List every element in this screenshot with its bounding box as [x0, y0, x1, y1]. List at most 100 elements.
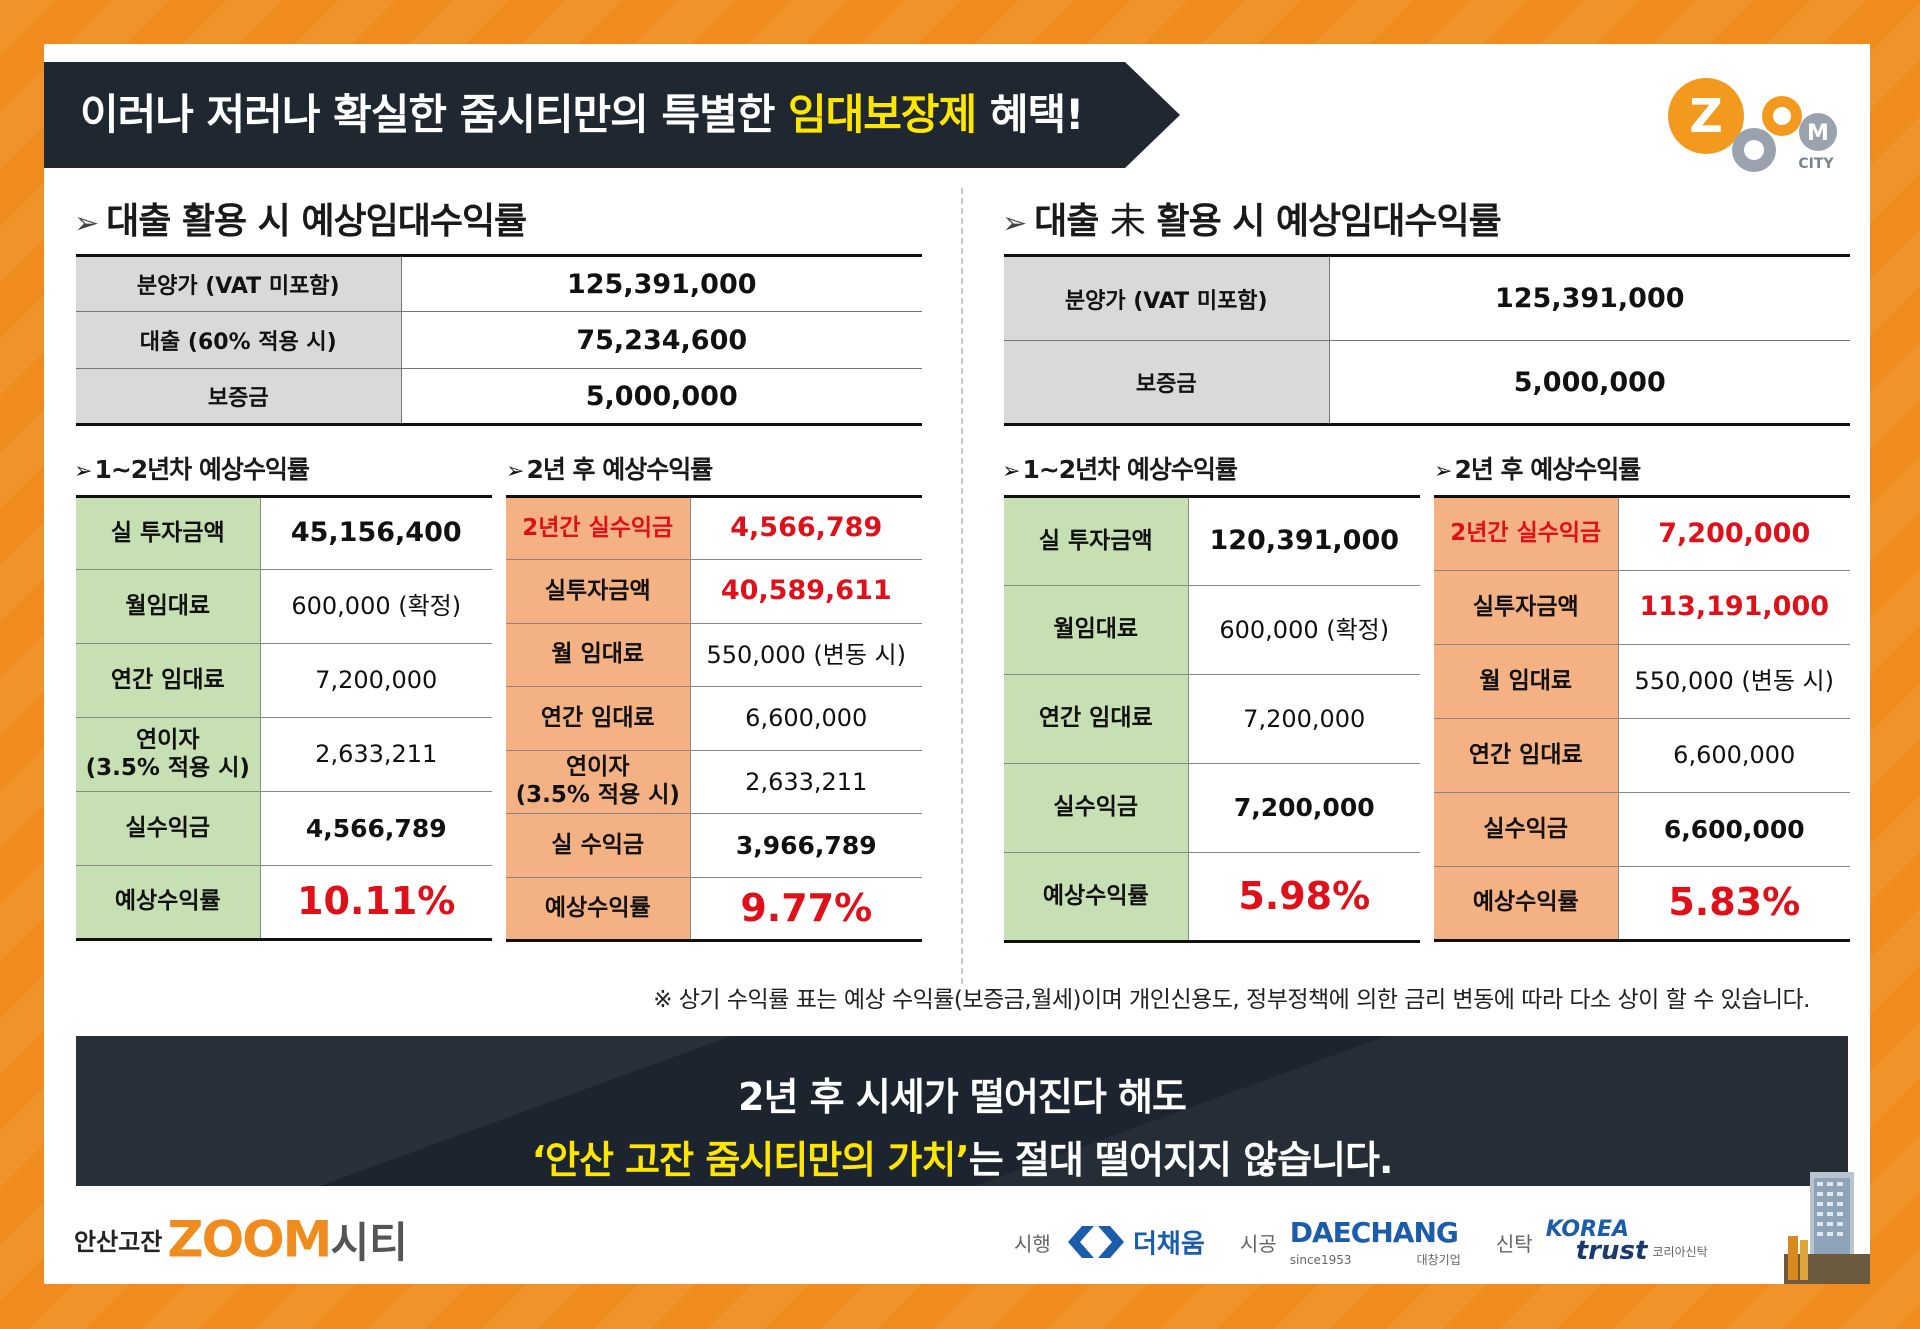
page-title: 이러나 저러나 확실한 줌시티만의 특별한 임대보장제 혜택! [80, 90, 1084, 139]
row-value: 7,200,000 [1188, 763, 1420, 853]
left-section-title: ➢ 대출 활용 시 예상임대수익률 [74, 201, 527, 242]
row-value: 2,633,211 [260, 717, 492, 792]
row-label: 연간 임대료 [506, 686, 691, 751]
table-row: 실수익금 6,600,000 [1434, 792, 1850, 867]
row-value: 45,156,400 [260, 496, 492, 570]
table-row: 연간 임대료 7,200,000 [76, 643, 492, 718]
table-row: 월임대료 600,000 (확정) [76, 569, 492, 644]
row-label: 월 임대료 [1434, 644, 1619, 719]
footer-brand-logo: 안산고잔 ZOOM시티 [74, 1210, 408, 1269]
row-label: 연간 임대료 [76, 643, 261, 718]
row-value: 40,589,611 [690, 559, 922, 624]
right-period1-table: 실 투자금액 120,391,000 월임대료 600,000 (확정) 연간 … [1004, 495, 1420, 943]
table-row: 예상수익률 10.11% [76, 865, 492, 940]
row-label: 연간 임대료 [1004, 674, 1189, 764]
row-value: 7,200,000 [1188, 674, 1420, 764]
left-period1-title: ➢ 1~2년차 예상수익률 [74, 455, 310, 484]
summary-label: 분양가 (VAT 미포함) [76, 255, 402, 312]
row-value: 550,000 (변동 시) [1618, 644, 1850, 719]
main-panel: 이러나 저러나 확실한 줌시티만의 특별한 임대보장제 혜택! Z M CITY… [44, 44, 1870, 1284]
row-label: 월임대료 [76, 569, 261, 644]
message-line-1: 2년 후 시세가 떨어진다 해도 [738, 1075, 1187, 1119]
table-row: 예상수익률 9.77% [506, 877, 922, 941]
summary-label: 보증금 [76, 368, 402, 425]
row-value: 120,391,000 [1188, 496, 1420, 586]
table-row: 월 임대료 550,000 (변동 시) [1434, 644, 1850, 719]
table-row: 실수익금 4,566,789 [76, 791, 492, 866]
row-value: 4,566,789 [690, 496, 922, 560]
row-label: 예상수익률 [76, 865, 261, 940]
row-label: 연이자 (3.5% 적용 시) [76, 717, 261, 792]
logo-letter-z: Z [1689, 89, 1722, 143]
table-row: 실수익금 7,200,000 [1004, 763, 1420, 853]
summary-label: 분양가 (VAT 미포함) [1004, 255, 1330, 341]
row-label: 2년간 실수익금 [1434, 496, 1619, 571]
row-value: 4,566,789 [260, 791, 492, 866]
table-row: 2년간 실수익금 4,566,789 [506, 496, 922, 560]
title-highlight: 임대보장제 [788, 90, 977, 139]
builder-logo: 시공 DAECHANG since1953 대창기업 [1239, 1216, 1461, 1267]
row-label: 실수익금 [76, 791, 261, 866]
developer-logo: 시행 더채움 [1014, 1222, 1205, 1262]
row-value: 550,000 (변동 시) [690, 623, 922, 687]
table-row: 연간 임대료 7,200,000 [1004, 674, 1420, 764]
thechaeum-mark-icon [1067, 1226, 1124, 1258]
row-label: 실 수익금 [506, 813, 691, 878]
row-label: 실수익금 [1434, 792, 1619, 867]
table-row: 분양가 (VAT 미포함) 125,391,000 [1004, 255, 1850, 341]
trust-logo: 신탁 KOREA trust 코리아신탁 [1495, 1217, 1708, 1267]
table-row: 보증금 5,000,000 [1004, 340, 1850, 425]
row-label: 실 투자금액 [1004, 496, 1189, 586]
row-label: 실수익금 [1004, 763, 1189, 853]
row-label: 예상수익률 [1434, 866, 1619, 941]
partner-logos: 시행 더채움 시공 DAECHANG since1953 대창기업 신탁 KOR… [1014, 1216, 1738, 1268]
logo-city-text: CITY [1798, 156, 1834, 172]
header-banner: 이러나 저러나 확실한 줌시티만의 특별한 임대보장제 혜택! [44, 62, 1180, 168]
row-label: 2년간 실수익금 [506, 496, 691, 560]
expected-yield: 5.83% [1668, 880, 1801, 925]
table-row: 예상수익률 5.83% [1434, 866, 1850, 941]
row-value: 7,200,000 [1618, 496, 1850, 571]
row-value: 6,600,000 [1618, 718, 1850, 793]
right-period2-table: 2년간 실수익금 7,200,000 실투자금액 113,191,000 월 임… [1434, 495, 1850, 942]
row-label: 월임대료 [1004, 585, 1189, 675]
row-label: 예상수익률 [506, 877, 691, 941]
left-period1-table: 실 투자금액 45,156,400 월임대료 600,000 (확정) 연간 임… [76, 495, 492, 941]
summary-value: 5,000,000 [585, 380, 738, 412]
table-row: 월 임대료 550,000 (변동 시) [506, 623, 922, 687]
zoom-city-logo: Z M CITY [1668, 78, 1837, 172]
building-illustration [1784, 1172, 1870, 1284]
summary-label: 대출 (60% 적용 시) [76, 311, 402, 369]
row-label: 실투자금액 [1434, 570, 1619, 645]
table-row: 보증금 5,000,000 [76, 368, 922, 425]
row-value: 2,633,211 [690, 750, 922, 814]
row-value: 600,000 (확정) [1188, 585, 1420, 675]
section-divider [961, 188, 963, 984]
message-banner: 2년 후 시세가 떨어진다 해도 ‘안산 고잔 줌시티만의 가치’는 절대 떨어… [76, 1036, 1848, 1186]
logo-letter-m: M [1807, 121, 1829, 146]
expected-yield: 10.11% [297, 879, 456, 924]
row-value: 6,600,000 [1618, 792, 1850, 867]
left-period2-table: 2년간 실수익금 4,566,789 실투자금액 40,589,611 월 임대… [506, 495, 922, 942]
left-period2-title: ➢ 2년 후 예상수익률 [506, 455, 713, 484]
summary-label: 보증금 [1004, 340, 1330, 425]
table-row: 대출 (60% 적용 시) 75,234,600 [76, 311, 922, 369]
summary-value: 5,000,000 [1513, 366, 1666, 398]
summary-value: 125,391,000 [401, 255, 922, 312]
right-section-title: ➢ 대출 未 활용 시 예상임대수익률 [1002, 201, 1502, 242]
message-line-2: ‘안산 고잔 줌시티만의 가치’는 절대 떨어지지 않습니다. [531, 1138, 1394, 1182]
table-row: 예상수익률 5.98% [1004, 852, 1420, 942]
row-value: 7,200,000 [260, 643, 492, 718]
table-row: 2년간 실수익금 7,200,000 [1434, 496, 1850, 571]
summary-value: 75,234,600 [401, 311, 922, 369]
table-row: 월임대료 600,000 (확정) [1004, 585, 1420, 675]
expected-yield: 9.77% [740, 885, 873, 930]
table-row: 분양가 (VAT 미포함) 125,391,000 [76, 255, 922, 312]
right-summary-table: 분양가 (VAT 미포함) 125,391,000 보증금 5,000,000 [1004, 254, 1850, 426]
row-label: 연이자 (3.5% 적용 시) [506, 750, 691, 814]
table-row: 연간 임대료 6,600,000 [1434, 718, 1850, 793]
row-value: 3,966,789 [690, 813, 922, 878]
summary-value: 125,391,000 [1329, 255, 1850, 341]
right-period1-title: ➢ 1~2년차 예상수익률 [1002, 455, 1238, 484]
table-row: 연이자 (3.5% 적용 시) 2,633,211 [506, 750, 922, 814]
